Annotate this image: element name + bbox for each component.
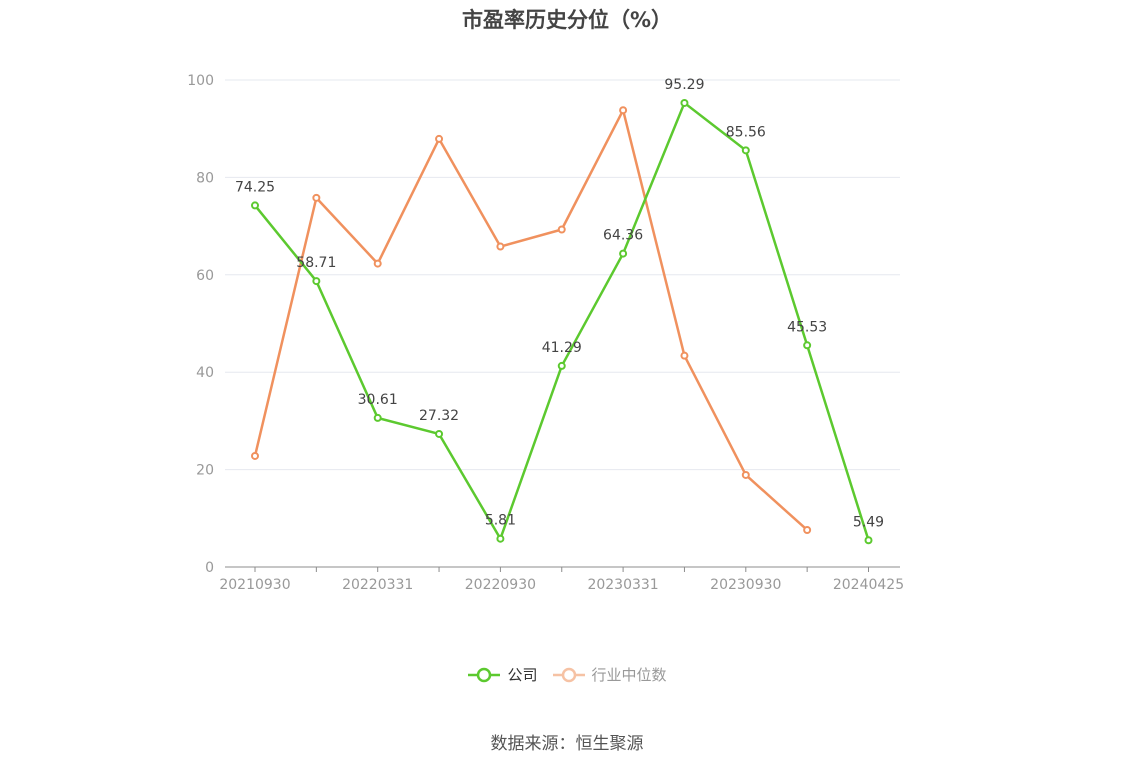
y-tick-label: 40	[196, 365, 214, 381]
data-label: 45.53	[787, 319, 827, 335]
data-label: 64.36	[603, 228, 643, 244]
chart-title: 市盈率历史分位（%）	[461, 8, 673, 32]
data-point	[557, 225, 566, 234]
data-point	[680, 351, 689, 360]
data-point	[741, 146, 750, 155]
y-tick-label: 0	[205, 560, 214, 576]
data-point	[864, 536, 873, 545]
data-point	[557, 361, 566, 370]
x-tick-label: 20240425	[833, 577, 904, 593]
data-label: 5.81	[485, 513, 516, 529]
series-line-1	[253, 108, 808, 531]
data-point	[803, 341, 812, 350]
legend-label: 行业中位数	[591, 666, 667, 684]
x-tick-label: 20210930	[219, 577, 290, 593]
data-label: 30.61	[358, 392, 398, 408]
data-point	[312, 193, 321, 202]
data-point	[496, 242, 505, 251]
data-point	[251, 201, 259, 210]
legend: 公司 行业中位数	[0, 664, 1134, 685]
data-label: 85.56	[726, 124, 766, 140]
legend-marker-icon	[468, 667, 501, 682]
x-tick-label: 20220331	[342, 577, 413, 593]
data-point	[435, 134, 444, 143]
x-tick-label: 20230331	[587, 577, 658, 593]
x-tick-label: 20230930	[710, 577, 781, 593]
data-label: 58.71	[296, 255, 336, 271]
legend-item-1[interactable]: 行业中位数	[552, 664, 667, 685]
data-point	[373, 413, 382, 422]
y-tick-label: 100	[187, 73, 214, 89]
data-point	[619, 249, 628, 258]
series-layer: 74.25 58.71 30.61 27.32 5.81 41.29 64.36 95.29 8…	[235, 77, 884, 545]
data-label: 41.29	[542, 340, 582, 356]
data-point	[803, 525, 812, 534]
axes: 0 20 40 60 80 100 20210930 20220331 20220930 2023…	[187, 73, 904, 593]
data-point	[435, 429, 444, 438]
data-point	[312, 277, 321, 286]
legend-marker-icon	[552, 667, 585, 682]
data-point	[251, 451, 259, 460]
data-point	[619, 106, 628, 115]
legend-item-0[interactable]: 公司	[467, 664, 538, 685]
data-point	[680, 98, 689, 107]
y-tick-label: 60	[196, 268, 214, 284]
legend-label: 公司	[507, 666, 538, 684]
y-tick-label: 80	[196, 170, 214, 186]
x-tick-label: 20220930	[465, 577, 536, 593]
grid-lines	[225, 79, 900, 471]
y-tick-label: 20	[196, 463, 214, 479]
data-source: 数据来源：恒生聚源	[490, 734, 644, 754]
data-label: 27.32	[419, 408, 459, 424]
line-chart: 0 20 40 60 80 100 20210930 20220331 20220930 2023…	[187, 73, 904, 593]
data-label: 95.29	[664, 77, 704, 93]
data-label: 5.49	[853, 514, 884, 530]
data-label: 74.25	[235, 179, 275, 195]
data-point	[496, 534, 505, 543]
series-line-0	[254, 101, 870, 541]
data-point	[741, 470, 750, 479]
data-point	[373, 259, 382, 268]
